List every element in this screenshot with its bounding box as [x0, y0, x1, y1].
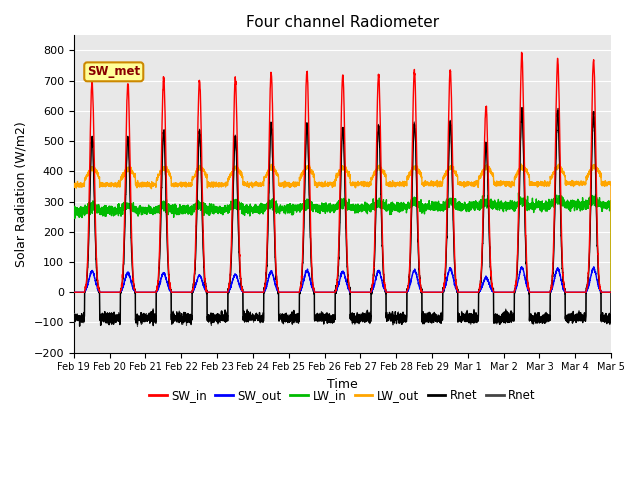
- X-axis label: Time: Time: [327, 378, 358, 391]
- Title: Four channel Radiometer: Four channel Radiometer: [246, 15, 439, 30]
- Y-axis label: Solar Radiation (W/m2): Solar Radiation (W/m2): [15, 121, 28, 267]
- Text: SW_met: SW_met: [87, 65, 140, 78]
- Legend: SW_in, SW_out, LW_in, LW_out, Rnet, Rnet: SW_in, SW_out, LW_in, LW_out, Rnet, Rnet: [144, 384, 541, 407]
